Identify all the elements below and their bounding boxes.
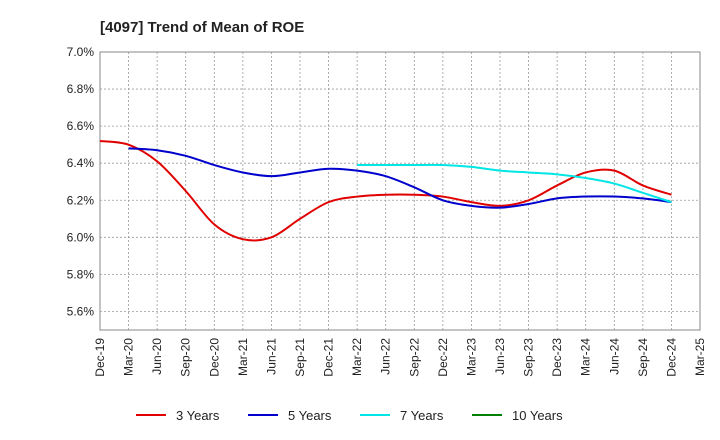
series-line-7-years: [357, 163, 672, 204]
y-tick-label: 6.2%: [67, 193, 95, 207]
y-tick-label: 6.4%: [67, 156, 95, 170]
x-tick-label: Mar-22: [350, 338, 364, 376]
y-tick-label: 6.0%: [67, 230, 95, 244]
y-tick-label: 5.8%: [67, 267, 95, 281]
series-line-5-years: [128, 147, 672, 209]
series-line-3-years: [99, 139, 672, 242]
x-tick-label: Dec-24: [664, 338, 678, 377]
x-tick-label: Mar-21: [236, 338, 250, 376]
y-tick-label: 7.0%: [67, 45, 95, 59]
x-tick-label: Jun-20: [150, 338, 164, 375]
legend-label-5-years: 5 Years: [288, 408, 332, 423]
x-tick-label: Dec-21: [322, 338, 336, 377]
x-tick-label: Dec-22: [436, 338, 450, 377]
plot-frame: [99, 51, 701, 331]
x-tick-label: Dec-19: [93, 338, 107, 377]
x-tick-label: Sep-24: [636, 338, 650, 377]
x-tick-label: Sep-21: [293, 338, 307, 377]
y-tick-label: 6.6%: [67, 119, 95, 133]
x-tick-label: Dec-20: [207, 338, 221, 377]
x-tick-label: Jun-22: [379, 338, 393, 375]
x-tick-label: Jun-21: [264, 338, 278, 375]
x-tick-label: Jun-24: [607, 338, 621, 375]
plot-area: 5.6% 5.8% 6.0% 6.2% 6.4% 6.6% 6.8% 7.0% Dec-19 Ma…: [67, 45, 707, 377]
y-tick-label: 6.8%: [67, 82, 95, 96]
x-tick-label: Jun-23: [493, 338, 507, 375]
legend-label-7-years: 7 Years: [400, 408, 444, 423]
x-tick-label: Sep-22: [407, 338, 421, 377]
chart-title: [4097] Trend of Mean of ROE: [100, 19, 304, 36]
legend: 3 Years 5 Years 7 Years 10 Years: [136, 408, 563, 423]
legend-label-3-years: 3 Years: [176, 408, 220, 423]
legend-label-10-years: 10 Years: [512, 408, 563, 423]
x-tick-label: Mar-23: [464, 338, 478, 376]
x-tick-label: Sep-20: [179, 338, 193, 377]
x-tick-label: Sep-23: [522, 338, 536, 377]
x-tick-label: Mar-20: [122, 338, 136, 376]
x-tick-label: Mar-25: [693, 338, 707, 376]
y-tick-label: 5.6%: [67, 304, 95, 318]
x-tick-label: Mar-24: [579, 338, 593, 376]
x-tick-label: Dec-23: [550, 338, 564, 377]
